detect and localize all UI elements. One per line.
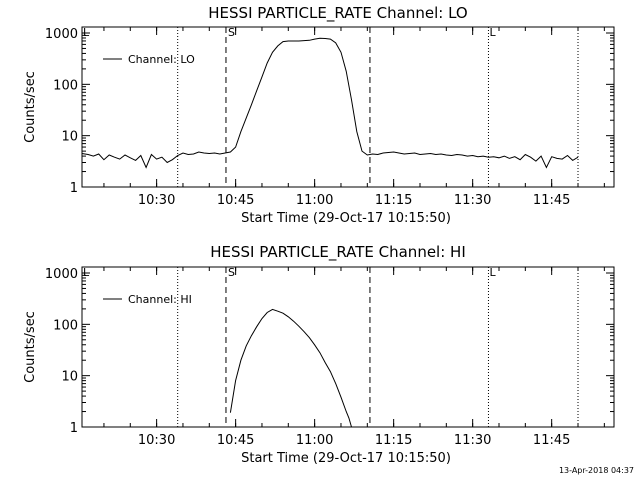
x-tick-label-lo: 10:45 [217,193,254,208]
y-tick-label-hi: 10 [61,370,78,385]
x-tick-label-hi: 11:30 [454,433,491,448]
chart-title-hi: HESSI PARTICLE_RATE Channel: HI [210,243,466,262]
x-tick-label-lo: 11:15 [375,193,412,208]
y-tick-label-hi: 1 [70,421,78,436]
series-line-lo [81,37,579,169]
y-tick-label-lo: 100 [53,78,78,93]
marker-label-hi: S [228,266,235,279]
x-tick-label-hi: 11:15 [375,433,412,448]
corner-mark-lo: L [489,26,496,39]
x-tick-label-hi: 10:45 [217,433,254,448]
corner-mark-hi: L [489,266,496,279]
y-axis-label-lo: Counts/sec [23,71,38,143]
y-tick-label-hi: 100 [53,318,78,333]
legend-label-hi: Channel: HI [128,293,192,306]
series-line-hi [229,308,352,428]
y-axis-label-hi: Counts/sec [23,311,38,383]
x-tick-label-hi: 11:00 [296,433,333,448]
marker-label-lo: S [228,26,235,39]
corner-mark-hi: L [83,266,90,279]
render-timestamp: 13-Apr-2018 04:37 [558,466,634,475]
x-tick-label-hi: 11:45 [533,433,570,448]
y-tick-label-lo: 1000 [45,27,78,42]
corner-mark-lo: L [83,26,90,39]
chart-title-lo: HESSI PARTICLE_RATE Channel: LO [208,4,467,23]
plot-frame-hi [81,266,615,428]
x-tick-label-lo: 11:00 [296,193,333,208]
x-tick-label-lo: 11:30 [454,193,491,208]
x-axis-label-hi: Start Time (29-Oct-17 10:15:50) [241,451,451,466]
x-tick-label-lo: 11:45 [533,193,570,208]
plot-frame-lo [81,26,615,188]
x-tick-label-lo: 10:30 [138,193,175,208]
x-axis-label-lo: Start Time (29-Oct-17 10:15:50) [241,211,451,226]
x-tick-label-hi: 10:30 [138,433,175,448]
legend-label-lo: Channel: LO [128,53,195,66]
y-tick-label-lo: 1 [70,181,78,196]
y-tick-label-lo: 10 [61,130,78,145]
y-tick-label-hi: 1000 [45,267,78,282]
